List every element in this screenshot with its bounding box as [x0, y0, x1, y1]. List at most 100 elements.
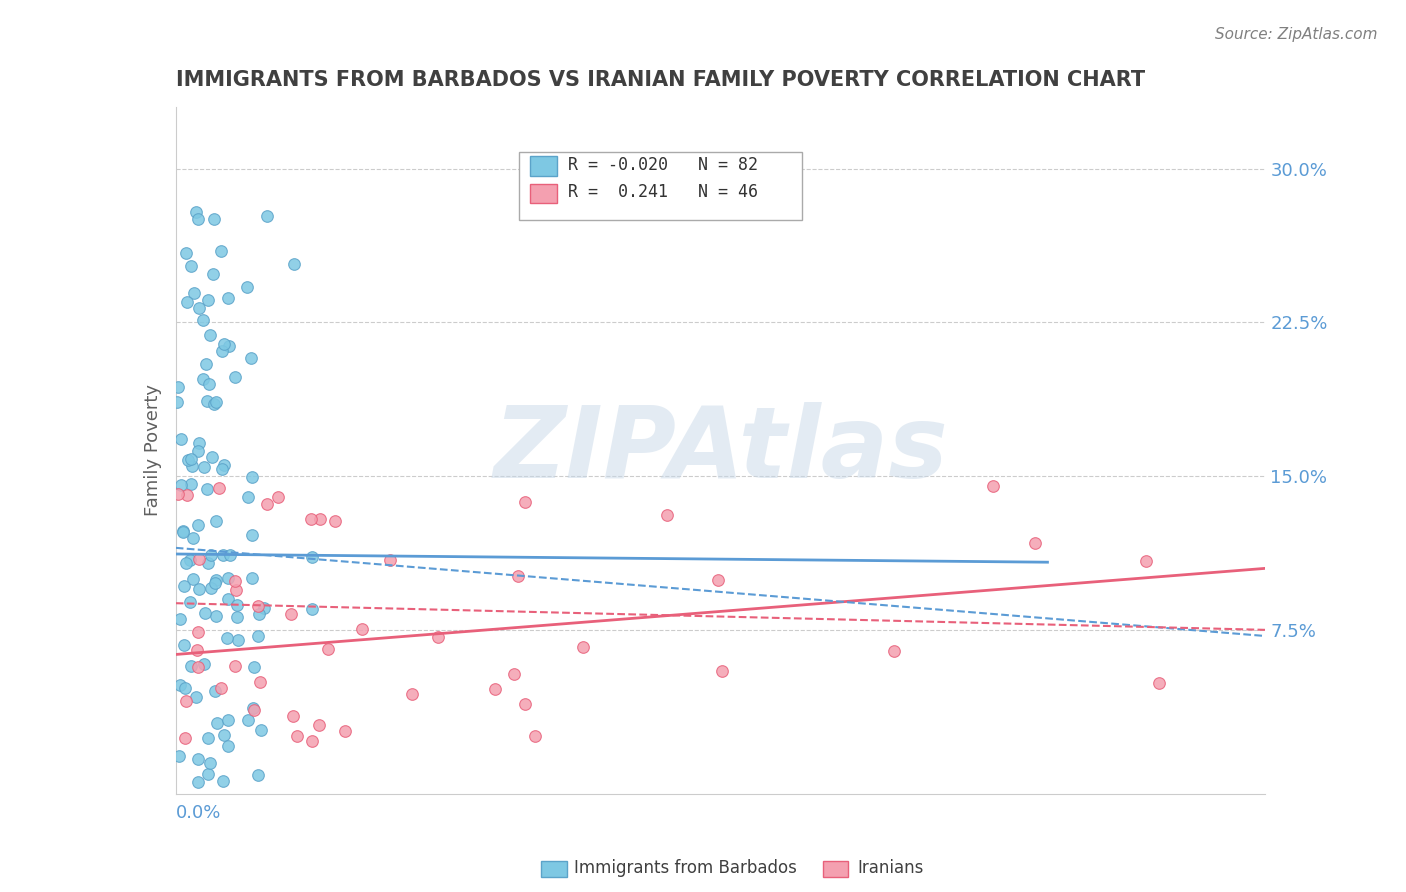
Point [212, 548, 235, 562]
Point [197, 556, 219, 570]
Point [246, 767, 269, 781]
Point [350, 622, 373, 636]
Point [186, 690, 208, 704]
Text: R = -0.020   N = 82: R = -0.020 N = 82 [568, 156, 758, 174]
Point [173, 681, 195, 696]
Point [187, 751, 209, 765]
Point [191, 313, 214, 327]
Point [204, 575, 226, 590]
Point [187, 625, 209, 640]
Point [180, 458, 202, 473]
Point [217, 291, 239, 305]
Point [256, 497, 278, 511]
Point [191, 372, 214, 386]
Point [187, 517, 209, 532]
Point [503, 667, 526, 681]
Text: ZIPAtlas: ZIPAtlas [494, 402, 948, 499]
Point [1135, 553, 1157, 567]
Text: Iranians: Iranians [858, 859, 924, 877]
Point [193, 459, 215, 474]
Point [180, 451, 202, 466]
Point [655, 508, 678, 523]
Point [243, 703, 266, 717]
Point [180, 477, 202, 491]
Point [323, 514, 346, 528]
Point [201, 267, 224, 281]
Point [211, 344, 233, 359]
Point [224, 369, 246, 384]
Point [214, 337, 236, 351]
Point [226, 632, 249, 647]
Point [172, 524, 194, 539]
Point [246, 599, 269, 613]
Point [205, 394, 228, 409]
Point [218, 339, 240, 353]
Point [202, 212, 225, 227]
Point [174, 731, 197, 746]
Point [515, 494, 537, 508]
Point [246, 629, 269, 643]
Point [200, 581, 222, 595]
Point [316, 641, 339, 656]
Point [217, 571, 239, 585]
Text: IMMIGRANTS FROM BARBADOS VS IRANIAN FAMILY POVERTY CORRELATION CHART: IMMIGRANTS FROM BARBADOS VS IRANIAN FAMI… [176, 70, 1144, 90]
Point [981, 479, 1004, 493]
Text: Source: ZipAtlas.com: Source: ZipAtlas.com [1215, 27, 1378, 42]
Point [217, 591, 239, 606]
Point [173, 579, 195, 593]
Point [299, 512, 322, 526]
Point [253, 600, 276, 615]
Point [236, 279, 259, 293]
Point [208, 481, 231, 495]
Point [187, 775, 209, 789]
Point [195, 482, 218, 496]
Point [710, 664, 733, 678]
Point [197, 293, 219, 308]
Point [301, 550, 323, 565]
Point [176, 488, 198, 502]
FancyBboxPatch shape [530, 184, 557, 203]
Point [240, 528, 263, 542]
Point [167, 487, 190, 501]
Point [484, 682, 506, 697]
Point [1149, 676, 1171, 690]
Point [250, 723, 273, 737]
Point [249, 675, 271, 690]
Point [285, 729, 308, 743]
Point [508, 569, 530, 583]
Point [401, 687, 423, 701]
Point [883, 644, 905, 658]
Point [267, 490, 290, 504]
Point [187, 660, 209, 674]
Point [204, 514, 226, 528]
Point [280, 607, 302, 621]
FancyBboxPatch shape [519, 152, 803, 220]
Point [179, 553, 201, 567]
Point [166, 395, 188, 409]
Point [209, 244, 232, 259]
Point [188, 301, 211, 315]
Point [219, 548, 242, 562]
Point [193, 657, 215, 672]
Text: R =  0.241   N = 46: R = 0.241 N = 46 [568, 183, 758, 202]
Point [197, 766, 219, 780]
Point [214, 458, 236, 473]
Point [301, 734, 323, 748]
Point [283, 257, 305, 271]
Point [187, 211, 209, 226]
Point [240, 571, 263, 585]
Point [194, 357, 217, 371]
Text: 0.0%: 0.0% [176, 805, 221, 822]
Point [180, 659, 202, 673]
Point [204, 684, 226, 698]
Point [572, 640, 595, 654]
Point [283, 708, 305, 723]
Point [236, 713, 259, 727]
Point [1024, 536, 1046, 550]
Point [200, 548, 222, 562]
Point [197, 731, 219, 745]
FancyBboxPatch shape [530, 156, 557, 176]
Point [179, 595, 201, 609]
Point [170, 478, 193, 492]
Point [515, 698, 537, 712]
